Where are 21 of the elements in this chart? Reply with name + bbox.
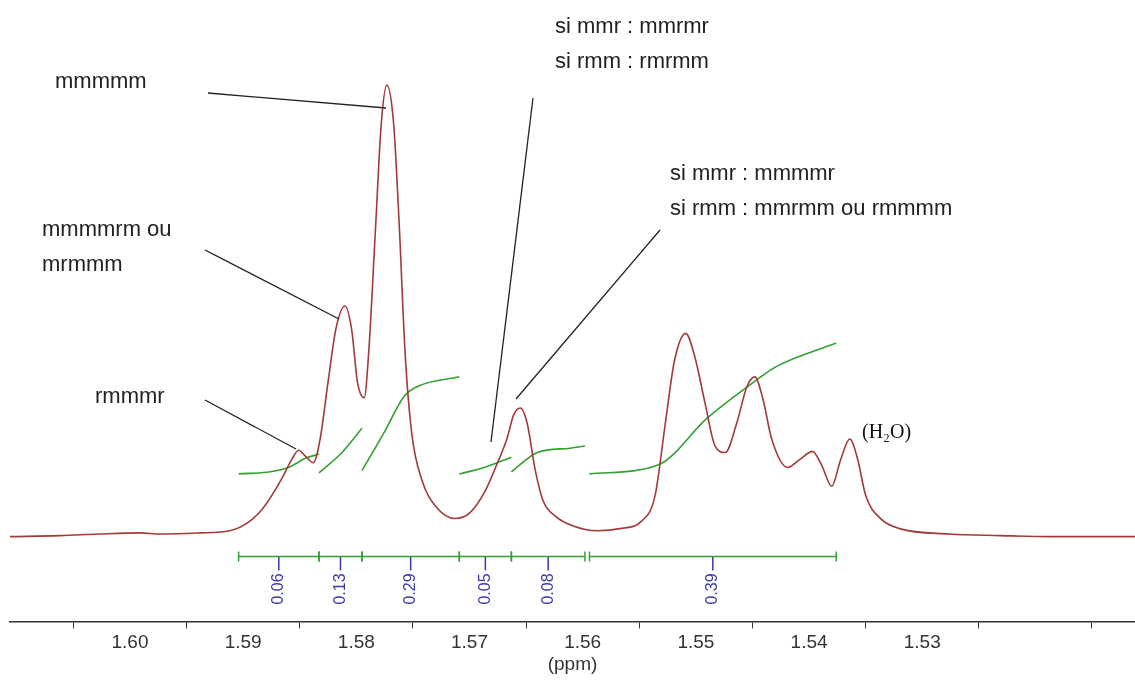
x-tick-label: 1.54 (790, 631, 828, 653)
x-tick-label: 1.57 (451, 631, 488, 653)
annotation: 0.05 (475, 573, 493, 605)
text: si mmr : mmrmr si rmm : rmrmm (555, 11, 709, 75)
annotation: si mmr : mmmmr si rmm : mmrmm ou rmmmm (670, 158, 953, 222)
annotation: 0.13 (330, 573, 348, 605)
x-tick-label: 1.58 (337, 631, 375, 653)
x-tick-label: 1.60 (111, 631, 149, 653)
x-tick-label: 1.56 (564, 631, 602, 653)
annotation: rmmmr (95, 381, 165, 410)
annotation: mmmmrm ou mrmmm (42, 214, 172, 278)
x-axis-title: (ppm) (547, 652, 598, 674)
annotation: 0.06 (269, 573, 287, 605)
annotation: 0.39 (703, 573, 721, 605)
annotation: 0.29 (401, 573, 419, 605)
x-tick-label: 1.53 (903, 631, 941, 653)
annotation: 0.08 (538, 573, 556, 605)
x-tick-label: 1.59 (224, 631, 262, 653)
annotation: mmmmm (55, 66, 147, 95)
annotation: (H₂O) (862, 419, 912, 443)
x-tick-label: 1.55 (677, 631, 715, 653)
